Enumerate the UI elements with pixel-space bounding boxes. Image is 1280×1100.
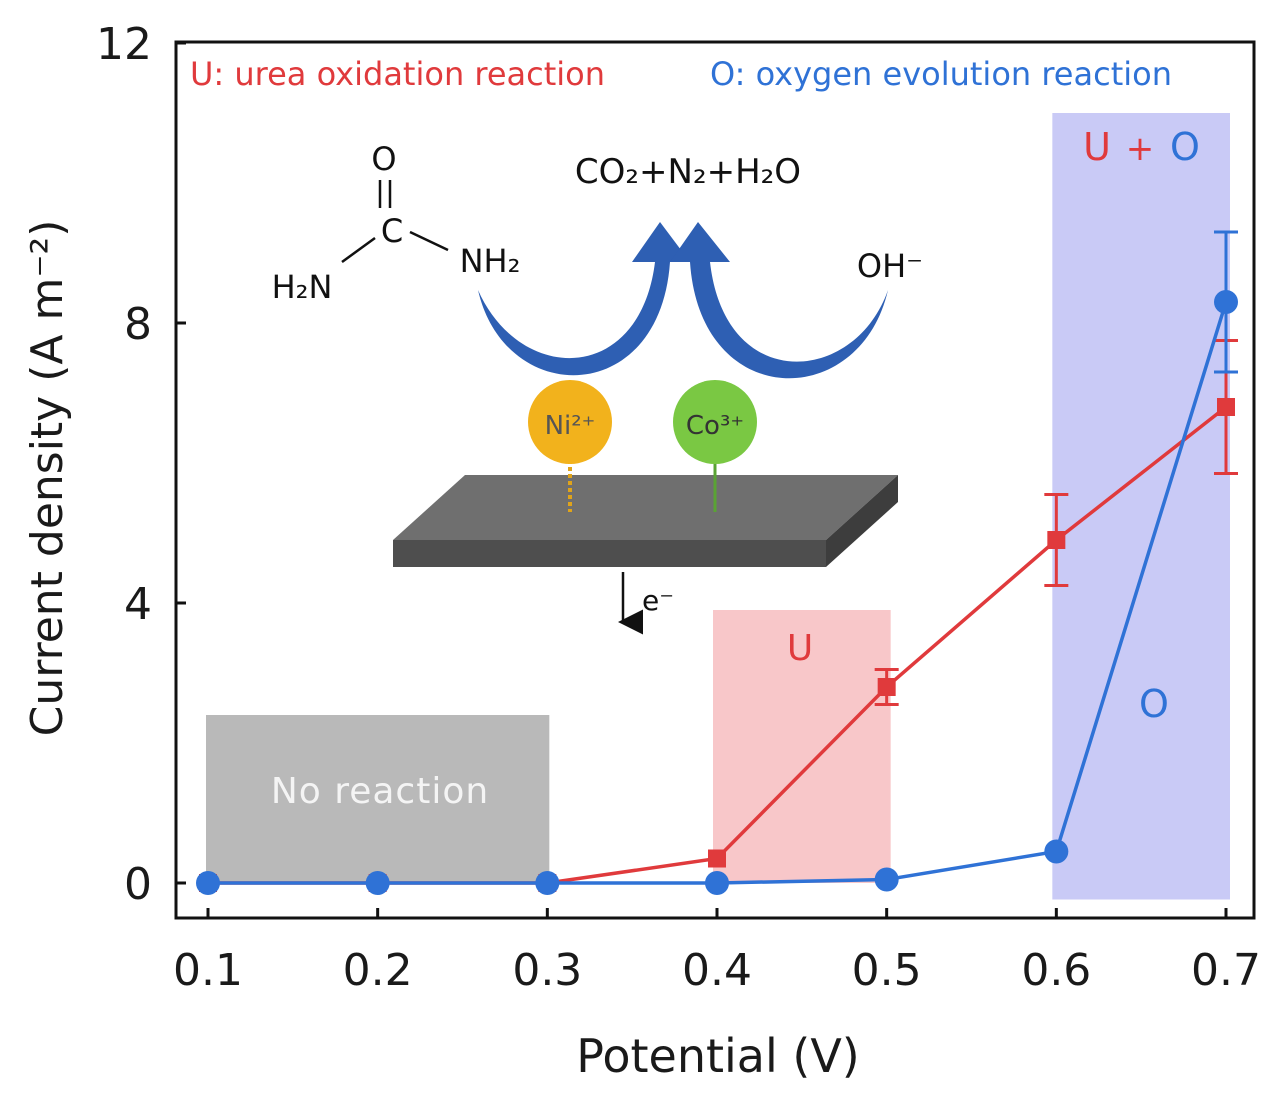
data-point-oxygen [705,871,729,895]
x-tick-label: 0.6 [1021,945,1091,996]
shaded-regions [206,113,1230,900]
electrode-plate-front [393,540,826,567]
y-axis-label: Current density (A m⁻²) [22,220,73,737]
urea-oxygen-atom: O [371,140,396,178]
products-formula: CO₂+N₂+H₂O [575,152,801,192]
uo-region-u-label: U [1083,125,1111,169]
co-label: Co³⁺ [686,411,744,441]
urea-nh2-right: NH₂ [460,242,521,280]
no-reaction-label: No reaction [271,771,489,812]
hydroxide-label: OH⁻ [857,247,923,285]
uo-region-o-label: O [1170,125,1200,169]
data-point-oxygen [365,871,390,895]
electron-label: e⁻ [642,584,674,617]
data-point-urea [877,678,896,696]
y-tick-label: 0 [124,859,152,910]
data-point-oxygen [874,867,899,892]
uo-region-plus-label: + [1126,129,1155,169]
data-point-oxygen [1214,290,1238,314]
plot-frame [174,40,1256,920]
y-tick-label: 12 [96,19,152,70]
x-tick-label: 0.5 [852,945,922,996]
right-curved-arrow [670,222,888,379]
axis-ticks: 0.1 0.2 0.3 0.4 0.5 0.6 0.7 0 4 8 12 [96,19,1261,996]
legend-oxygen: O: oxygen evolution reaction [710,55,1172,93]
data-point-oxygen [196,871,220,895]
x-tick-label: 0.7 [1191,945,1261,996]
urea-carbon-atom: C [381,212,403,250]
shaded-region-2 [713,610,891,883]
ni-site [528,380,612,464]
data-series [196,230,1238,895]
x-tick-label: 0.3 [512,945,582,996]
y-tick-label: 4 [124,579,152,630]
x-axis-label: Potential (V) [576,1029,860,1083]
y-tick-label: 8 [124,299,152,350]
electrode-plate-top [393,475,898,540]
data-point-urea [1217,398,1235,416]
ni-label: Ni²⁺ [545,411,596,441]
left-curved-arrow [478,222,690,376]
reaction-schematic: O C H₂N NH₂ CO₂+N₂+H₂O OH⁻ Ni²⁺ Co³⁺ e⁻ [272,140,923,635]
urea-bond-left [341,236,376,264]
data-point-urea [1047,531,1066,549]
urea-nh2-left: H₂N [272,268,333,306]
shaded-region-1 [206,715,550,883]
x-tick-label: 0.2 [343,945,413,996]
legend-urea: U: urea oxidation reaction [190,55,605,93]
urea-bond-right [409,230,449,252]
o-region-label: O [1139,682,1169,726]
co-site [673,380,757,464]
x-tick-label: 0.4 [682,945,752,996]
data-point-oxygen [535,871,560,895]
x-tick-label: 0.1 [173,945,243,996]
data-point-urea [708,849,726,868]
electrode-plate-side [826,475,898,567]
u-region-label: U [787,628,813,669]
data-point-oxygen [1044,839,1069,864]
